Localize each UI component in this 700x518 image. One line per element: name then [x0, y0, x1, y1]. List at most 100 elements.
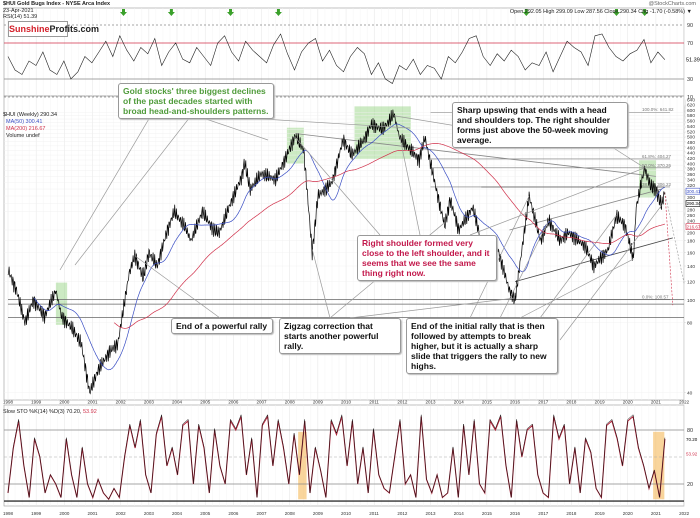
projection-line: [664, 192, 674, 306]
rsi-axis-label: 70: [687, 41, 693, 47]
x-tick-label-bottom: 2007: [257, 511, 268, 516]
sto-highlight: [653, 431, 665, 500]
x-tick-label-bottom: 2017: [538, 511, 549, 516]
green-arrow-down-icon: [119, 9, 127, 16]
axis-leader-line: [683, 195, 687, 210]
price-axis-label: 600: [687, 108, 695, 114]
x-tick-label-bottom: 2010: [341, 511, 352, 516]
ohlc-readout: Open 292.05 High 299.09 Low 287.56 Close…: [509, 9, 692, 15]
fibonacci-label: 38.2%: 306.22: [642, 182, 672, 187]
callout-pointer-line: [349, 297, 516, 319]
green-arrow-down-icon: [612, 9, 620, 16]
axis-leader-line: [683, 120, 687, 127]
x-tick-label-mid: 2006: [228, 400, 239, 405]
x-tick-label-mid: 2018: [566, 400, 577, 405]
sto-axis-label: 80: [687, 428, 693, 434]
x-tick-label-bottom: 2013: [426, 511, 437, 516]
source-label: @StockCharts.com: [648, 1, 696, 7]
callout-pointer-line: [134, 255, 221, 319]
x-tick-label-mid: 2003: [144, 400, 155, 405]
rsi-axis-label: 90: [687, 23, 693, 29]
rsi-line: [7, 33, 666, 84]
price-axis-label: 620: [687, 103, 695, 109]
axis-leader-line: [683, 170, 687, 175]
fibonacci-label: 100.0%: 641.82: [642, 107, 674, 112]
close-value: 290.34: [687, 201, 700, 206]
x-tick-label-mid: 2022: [679, 400, 690, 405]
price-axis-label: 440: [687, 151, 695, 157]
x-tick-label-bottom: 2009: [313, 511, 324, 516]
axis-leader-line: [683, 189, 687, 198]
sunshine-profits-logo: SunshineProfits.com: [8, 21, 99, 37]
price-axis-label: 240: [687, 218, 695, 224]
price-axis-label: 280: [687, 208, 695, 214]
sto-k-value: 70.20: [686, 437, 698, 442]
chart-date: 23-Apr-2021: [3, 8, 34, 14]
callout-pointer-line: [399, 135, 421, 236]
price-axis-label: 380: [687, 167, 695, 173]
axis-leader-line: [683, 188, 687, 192]
callout-pointer-line: [199, 116, 269, 141]
x-tick-label-mid: 2007: [257, 400, 268, 405]
ma50-value: 300.41: [687, 189, 700, 194]
green-arrow-down-icon: [227, 9, 235, 16]
x-tick-label-mid: 2005: [200, 400, 211, 405]
price-axis-label: 360: [687, 172, 695, 178]
price-axis-label: 460: [687, 145, 695, 151]
x-tick-label-mid: 2012: [397, 400, 408, 405]
price-axis-label: 520: [687, 129, 695, 135]
price-axis-label: 200: [687, 231, 695, 237]
price-axis-label: 420: [687, 156, 695, 162]
annotation-sharp-upswing: Sharp upswing that ends with a head and …: [452, 102, 628, 148]
ma200-value: 216.67: [687, 224, 700, 229]
x-tick-label-bottom: 2005: [200, 511, 211, 516]
x-tick-label-bottom: 2020: [623, 511, 634, 516]
annotation-end-rally: End of a powerful rally: [171, 318, 273, 334]
rsi-axis-label: 10: [687, 95, 693, 101]
price-axis-label: 580: [687, 113, 695, 119]
axis-leader-line: [683, 141, 687, 143]
green-arrow-down-icon: [167, 9, 175, 16]
trend-line: [295, 133, 656, 177]
hs-pattern-highlight: [55, 282, 68, 325]
sto-highlight: [298, 431, 307, 500]
callout-pointer-line: [469, 195, 530, 319]
axis-leader-line: [683, 104, 687, 116]
axis-leader-line: [683, 192, 687, 204]
axis-leader-line: [683, 221, 687, 227]
ma200-badge: [685, 223, 700, 230]
callout-pointer-line: [469, 167, 645, 236]
fibonacci-label: 50.0%: 370.26: [642, 163, 672, 168]
axis-leader-line: [683, 176, 687, 180]
axis-leader-line: [683, 115, 687, 123]
x-tick-label-bottom: 2011: [369, 511, 379, 516]
x-tick-label-mid: 2000: [59, 400, 70, 405]
annotation-initial-rally: End of the initial rally that is then fo…: [406, 318, 558, 374]
price-axis-label: 180: [687, 238, 695, 244]
price-axis-label: 160: [687, 250, 695, 256]
callout-pointer-line: [499, 220, 550, 319]
axis-leader-line: [683, 131, 687, 134]
projection-line: [664, 192, 685, 284]
ma50-badge: [685, 187, 700, 195]
x-tick-label-bottom: 2019: [595, 511, 606, 516]
x-tick-label-mid: 2021: [651, 400, 662, 405]
callout-pointer-line: [74, 116, 191, 266]
trend-line: [514, 237, 673, 282]
rsi-panel: [3, 7, 685, 97]
price-axis-label: 480: [687, 140, 695, 146]
price-axis-label: 500: [687, 135, 695, 141]
x-tick-label-bottom: 2012: [397, 511, 408, 516]
sto-axis-label: 20: [687, 482, 693, 488]
green-arrow-down-icon: [522, 9, 530, 16]
price-axis-label: 560: [687, 119, 695, 125]
x-tick-label-mid: 2011: [369, 400, 379, 405]
x-tick-label-bottom: 1999: [31, 511, 42, 516]
axis-leader-line: [683, 99, 687, 113]
fibonacci-label: 0.0%: 100.57: [642, 294, 669, 299]
green-arrow-down-icon: [641, 9, 649, 16]
price-axis-label: 140: [687, 264, 695, 270]
sto-k-label: Slow STO %K(14) %D(3) 70.20,: [3, 409, 82, 415]
x-tick-label-bottom: 2001: [88, 511, 99, 516]
x-tick-label-bottom: 2003: [144, 511, 155, 516]
